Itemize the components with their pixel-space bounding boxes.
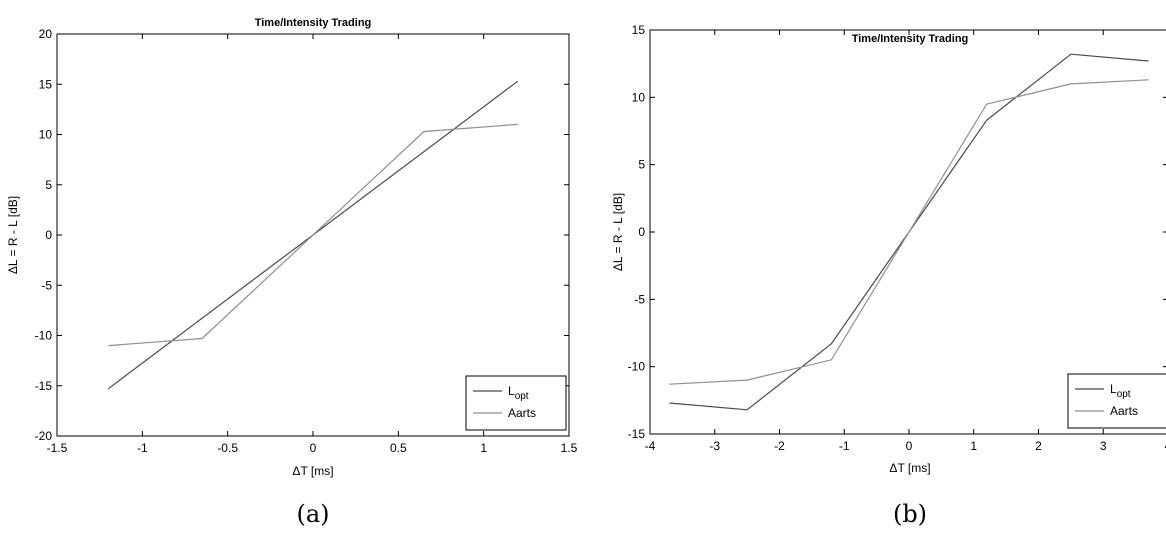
chart-b-legend-box: [1067, 373, 1166, 429]
chart-b-legend-sub-lopt: opt: [1117, 389, 1131, 400]
chart-b-plot-area: [649, 29, 1166, 435]
chart-a-ytick-label: 0: [45, 228, 52, 242]
chart-a-title: Time/Intensity Trading: [255, 17, 372, 29]
chart-a-ticks: -1.5 -1 -0.5 0 0.5 1 1.5 -20 -15 -10 -5 0 5 10 15 20: [35, 27, 578, 455]
chart-a-panel-label: (a): [296, 500, 329, 528]
chart-a-xtick-label: 1.5: [561, 441, 578, 455]
chart-a-ytick-label: -20: [35, 429, 53, 443]
chart-a-xtick-label: 0.5: [390, 441, 407, 455]
chart-b-legend-label-aarts: Aarts: [1110, 404, 1138, 418]
chart-b-legend-label-lopt: Lopt: [1110, 382, 1131, 400]
chart-b-xtick-label: -2: [774, 439, 785, 453]
chart-b-xtick-label: -4: [645, 439, 656, 453]
chart-b-xtick-label: 3: [1100, 439, 1107, 453]
chart-a-legend-name-lopt: L: [508, 384, 515, 398]
chart-b-ytick-label: 5: [638, 158, 645, 172]
chart-b-ylabel: ΔL = R - L [dB]: [611, 193, 625, 271]
chart-a-ytick-label: 5: [45, 178, 52, 192]
chart-b-ytick-label: -10: [628, 360, 646, 374]
chart-b-xtick-label: 1: [970, 439, 977, 453]
chart-b-xtick-label: 2: [1035, 439, 1042, 453]
chart-panel-b: Time/Intensity Trading -4-3-2-101234-15-…: [611, 23, 1166, 528]
chart-a-xtick-label: -1: [137, 441, 148, 455]
chart-a-series-line-aarts: [108, 123, 518, 347]
chart-a-legend-box: [465, 375, 567, 431]
chart-b-ytick-label: -5: [634, 292, 645, 306]
chart-a-xtick-label: 0: [310, 441, 317, 455]
chart-a-ytick-label: -10: [35, 329, 53, 343]
chart-a-ylabel: ΔL = R - L [dB]: [6, 196, 20, 274]
chart-a-xlabel: ΔT [ms]: [292, 464, 333, 478]
chart-a-xtick-label: 1: [480, 441, 487, 455]
chart-a-series: [107, 80, 519, 390]
chart-b-legend-name-lopt: L: [1110, 382, 1117, 396]
chart-b-xtick-label: -3: [709, 439, 720, 453]
chart-a-xtick-label: -1.5: [47, 441, 68, 455]
chart-b-ytick-label: -15: [628, 427, 646, 441]
chart-b-ytick-label: 0: [638, 225, 645, 239]
chart-a-ytick-label: 20: [39, 27, 53, 41]
chart-a-xtick-label: -0.5: [217, 441, 238, 455]
chart-b-series-line-aarts: [669, 79, 1149, 385]
chart-b-xtick-label: -1: [839, 439, 850, 453]
chart-b-title: Time/Intensity Trading: [852, 33, 969, 45]
chart-b-xtick-label: 4: [1165, 439, 1166, 453]
chart-a-legend-sub-lopt: opt: [515, 391, 529, 402]
chart-b-xlabel: ΔT [ms]: [889, 461, 930, 475]
chart-a-ytick-label: -5: [41, 278, 52, 292]
chart-b-panel-label: (b): [893, 500, 927, 528]
chart-panel-a: Time/Intensity Trading -1.5 -1 -0.5 0 0.5 1 1.…: [6, 17, 578, 528]
chart-b-ytick-label: 10: [632, 90, 646, 104]
chart-b-xtick-label: 0: [906, 439, 913, 453]
chart-a-ytick-label: 10: [39, 128, 53, 142]
chart-a-ytick-label: -15: [35, 379, 53, 393]
chart-a-legend-label-aarts: Aarts: [508, 406, 536, 420]
chart-b-legend: Lopt Aarts: [1067, 373, 1166, 429]
chart-b-ytick-label: 15: [632, 23, 646, 37]
chart-a-legend-label-lopt: Lopt: [508, 384, 529, 402]
chart-a-legend: Lopt Aarts: [465, 375, 567, 431]
chart-b-series: [669, 53, 1149, 411]
chart-a-ytick-label: 15: [39, 77, 53, 91]
